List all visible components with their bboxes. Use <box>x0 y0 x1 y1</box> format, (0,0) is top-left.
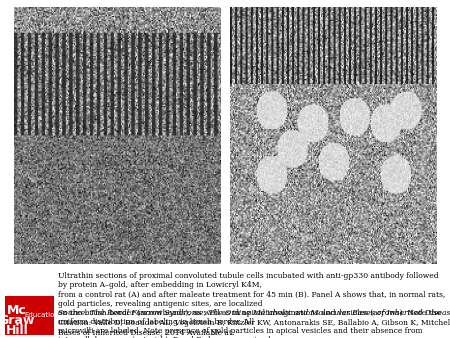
Bar <box>230 7 436 264</box>
Text: Source: The Renal Fanconi Syndrome, The Online Metabolic and Molecular Bases of : Source: The Renal Fanconi Syndrome, The … <box>58 309 450 317</box>
Text: Graw: Graw <box>0 314 35 327</box>
Text: A: A <box>22 1 34 17</box>
Text: Education: Education <box>24 312 59 318</box>
Text: B: B <box>238 1 250 17</box>
Text: Citation: Valle D, Beaudet AL, Vogelstein B, Kinzler KW, Antonarakis SE, Ballabi: Citation: Valle D, Beaudet AL, Vogelstei… <box>58 319 450 338</box>
Text: Ultrathin sections of proximal convoluted tubule cells incubated with anti-gp330: Ultrathin sections of proximal convolute… <box>58 272 446 338</box>
Text: Mc: Mc <box>7 304 27 317</box>
Text: Hill: Hill <box>5 324 28 337</box>
Bar <box>4 296 54 335</box>
Bar <box>14 7 220 264</box>
